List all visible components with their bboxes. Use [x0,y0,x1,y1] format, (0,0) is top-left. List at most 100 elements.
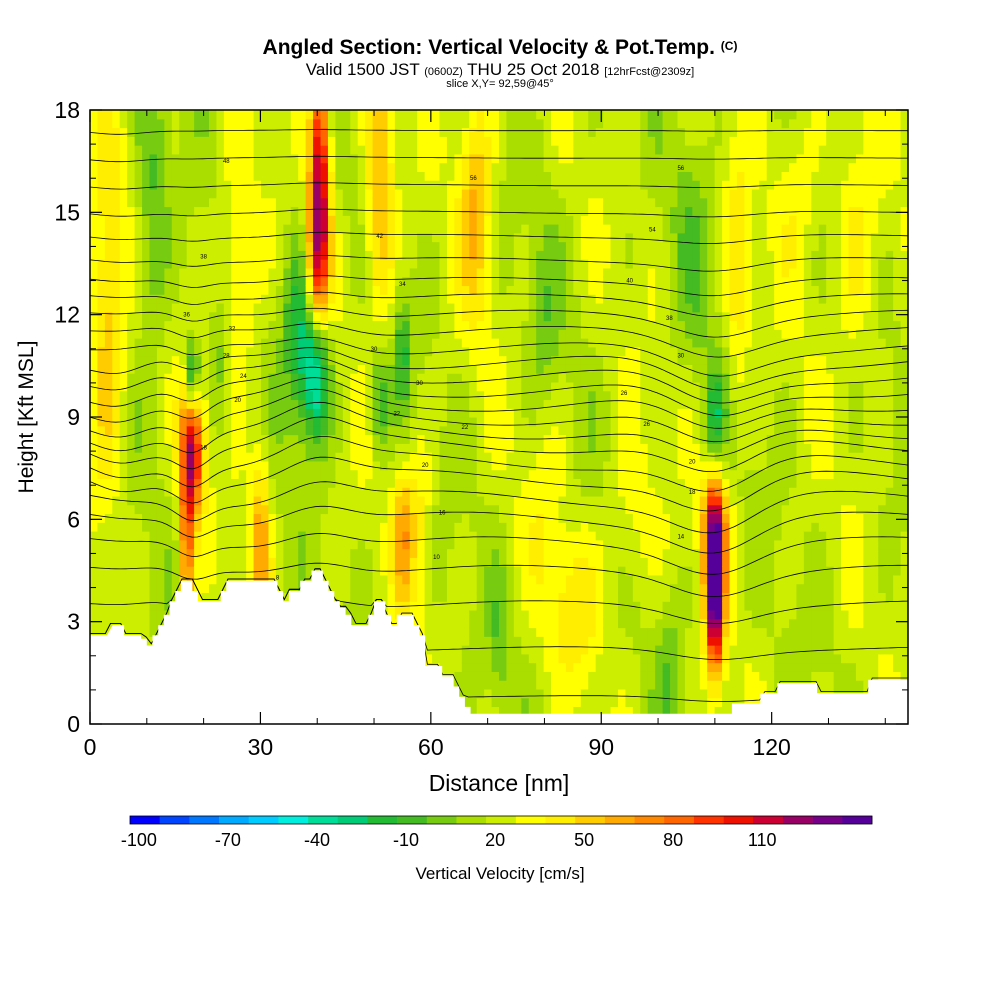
velocity-cell [365,250,374,260]
velocity-cell [275,224,284,234]
velocity-cell [127,224,136,234]
velocity-cell [283,180,292,190]
velocity-cell [580,399,589,409]
velocity-cell [142,601,151,611]
velocity-cell [275,127,284,137]
velocity-cell [521,364,530,374]
velocity-cell [603,574,612,585]
velocity-cell [320,531,329,541]
velocity-cell [268,250,277,260]
velocity-cell [327,302,336,313]
velocity-cell [610,513,619,523]
velocity-cell [536,241,545,251]
velocity-cell [595,320,604,330]
velocity-cell [327,215,336,225]
velocity-cell [551,531,560,541]
velocity-cell [439,162,448,172]
velocity-cell [580,539,589,550]
velocity-cell [387,566,396,576]
velocity-cell [454,671,463,681]
velocity-cell [342,443,351,453]
velocity-cell [409,408,418,418]
velocity-cell [231,118,240,129]
velocity-cell [484,688,493,699]
velocity-cell [223,487,232,497]
velocity-cell [119,452,128,462]
velocity-cell [156,566,165,576]
velocity-cell [208,241,218,251]
velocity-cell [261,206,270,216]
velocity-cell [305,574,314,585]
velocity-cell [149,180,158,190]
velocity-cell [179,417,188,427]
velocity-cell [551,469,560,479]
velocity-cell [164,329,173,339]
velocity-cell [617,645,627,655]
velocity-cell [536,609,545,620]
velocity-cell [357,285,366,295]
velocity-cell [476,118,485,129]
velocity-cell [617,688,627,699]
velocity-cell [506,627,515,637]
velocity-cell [536,706,545,716]
velocity-cell [417,153,426,164]
velocity-cell [156,206,165,216]
velocity-cell [335,390,344,401]
velocity-cell [119,153,128,164]
velocity-cell [305,434,314,444]
velocity-cell [305,136,314,146]
velocity-cell [186,487,195,497]
velocity-cell [335,522,344,532]
velocity-cell [313,338,322,348]
velocity-cell [513,215,522,225]
velocity-cell [424,566,433,576]
velocity-cell [327,443,336,453]
velocity-cell [142,136,151,146]
velocity-cell [536,522,545,532]
velocity-cell [201,250,210,260]
velocity-cell [551,539,560,550]
velocity-cell [298,443,307,453]
velocity-cell [90,118,99,129]
velocity-cell [432,285,441,295]
velocity-cell [543,188,552,199]
velocity-cell [380,381,389,392]
velocity-cell [595,478,604,488]
velocity-cell [558,224,567,234]
velocity-cell [253,417,262,427]
velocity-cell [223,276,232,287]
velocity-cell [491,206,500,216]
velocity-cell [246,153,255,164]
velocity-cell [208,425,218,436]
velocity-cell [461,601,470,611]
velocity-cell [134,127,143,137]
velocity-cell [580,583,589,594]
velocity-cell [402,487,411,497]
velocity-cell [610,232,619,243]
velocity-cell [380,215,389,225]
velocity-cell [357,355,366,365]
velocity-cell [513,601,522,611]
velocity-cell [90,390,99,401]
velocity-cell [528,180,537,190]
velocity-cell [380,110,389,120]
velocity-cell [97,110,106,120]
velocity-cell [461,653,470,664]
velocity-cell [134,618,143,629]
velocity-cell [283,188,292,199]
velocity-cell [588,671,597,681]
velocity-cell [216,259,225,269]
velocity-cell [603,434,612,444]
velocity-cell [551,224,560,234]
velocity-cell [90,259,99,269]
velocity-cell [439,504,448,515]
velocity-cell [298,390,307,401]
velocity-cell [223,460,232,471]
velocity-cell [446,636,455,646]
velocity-cell [469,153,478,164]
velocity-cell [357,136,366,146]
velocity-cell [446,329,455,339]
velocity-cell [603,320,612,330]
velocity-cell [551,706,560,716]
velocity-cell [573,188,582,199]
